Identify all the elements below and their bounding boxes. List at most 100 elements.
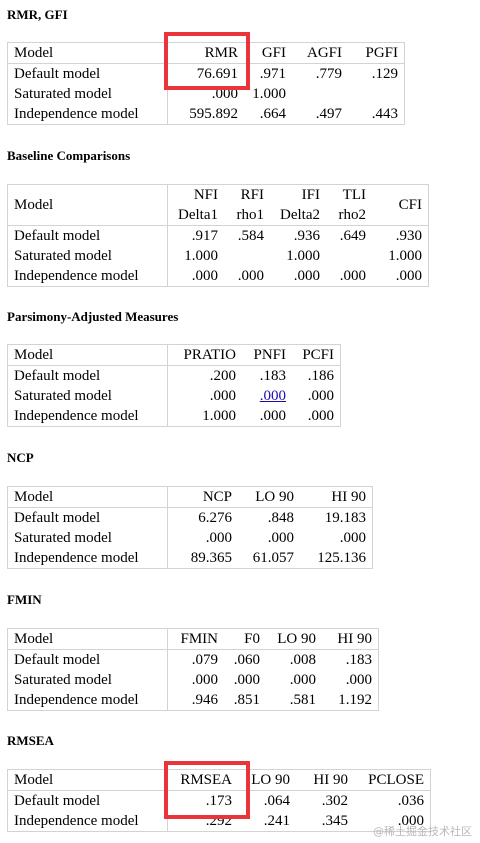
- cell: .584: [237, 228, 264, 244]
- cell: .649: [339, 228, 366, 244]
- col-header-hi90: HI 90: [300, 486, 373, 508]
- row-label: Default model: [7, 507, 168, 528]
- cell: .000: [191, 268, 218, 284]
- cell: [224, 246, 270, 266]
- cell: .000: [209, 388, 236, 404]
- row-label: Saturated model: [7, 246, 168, 266]
- cell: .000: [339, 268, 366, 284]
- table-row: Independence model 1.000 .000 .000: [7, 406, 341, 427]
- cell: .079: [191, 652, 218, 668]
- cell: .000: [289, 672, 316, 688]
- table-row: Independence model 595.892 .664 .497 .44…: [7, 104, 405, 125]
- row-label: Saturated model: [7, 528, 168, 548]
- cell: .186: [307, 368, 334, 384]
- table-header-row: Model NCP LO 90 HI 90: [7, 486, 373, 508]
- section-title-parsimony-adjusted-measures: Parsimony-Adjusted Measures: [7, 309, 179, 324]
- col-header-cfi: CFI: [372, 184, 429, 226]
- row-label: Default model: [7, 649, 168, 670]
- cell: 1.000: [184, 248, 218, 264]
- table-subheader-row: Delta1 rho1 Delta2 rho2: [8, 205, 429, 226]
- table-header-row: Model RMR GFI AGFI PGFI: [7, 42, 405, 64]
- section-title-rmsea: RMSEA: [7, 733, 54, 748]
- cell: .000: [339, 530, 366, 546]
- baseline-comparisons-table: Model NFI RFI IFI TLI CFI Delta1 rho1 De…: [7, 184, 429, 287]
- table-row: Default model 6.276 .848 19.183: [7, 507, 373, 528]
- cell: .064: [263, 793, 290, 809]
- section-title-fmin: FMIN: [7, 592, 42, 607]
- cell: 89.365: [190, 550, 232, 566]
- col-header-hi90: HI 90: [322, 628, 379, 650]
- col-header-ifi: IFI: [301, 187, 320, 203]
- col-header-model: Model: [7, 42, 168, 64]
- col-header-rfi: RFI: [240, 187, 264, 203]
- table-row: Independence model .292 .241 .345 .000: [7, 811, 431, 832]
- cell: .000: [345, 672, 372, 688]
- cell: .581: [289, 692, 316, 708]
- row-label: Default model: [7, 790, 168, 811]
- pnfi-link-text[interactable]: .000: [259, 388, 286, 404]
- row-label: Saturated model: [7, 670, 168, 690]
- cell: .183: [345, 652, 372, 668]
- cell: .129: [371, 66, 398, 82]
- col-header-lo90: LO 90: [238, 486, 300, 508]
- row-label: Independence model: [7, 690, 168, 711]
- col-header-agfi: AGFI: [292, 42, 348, 64]
- table-row: Default model .173 .064 .302 .036: [7, 790, 431, 811]
- table-row: Independence model .000 .000 .000 .000 .…: [7, 266, 429, 287]
- cell: 1.000: [286, 248, 320, 264]
- cell: .000: [191, 672, 218, 688]
- rmr-highlight-box: [164, 32, 250, 90]
- cell: .345: [321, 813, 348, 829]
- col-header-tli: TLI: [342, 187, 366, 203]
- cell: .971: [259, 66, 286, 82]
- col-header-model: Model: [7, 344, 168, 366]
- row-label: Saturated model: [7, 84, 168, 104]
- col-header-rmsea: RMSEA: [167, 769, 238, 791]
- table-row: Saturated model .000 1.000: [7, 84, 405, 104]
- table-header-row: Model PRATIO PNFI PCFI: [7, 344, 341, 366]
- parsimony-adjusted-table: Model PRATIO PNFI PCFI Default model .20…: [7, 344, 341, 427]
- rmsea-table: Model RMSEA LO 90 HI 90 PCLOSE Default m…: [7, 769, 431, 832]
- cell: 595.892: [189, 106, 238, 122]
- col-header-model: Model: [7, 769, 168, 791]
- col-subheader-rho2: rho2: [326, 205, 372, 226]
- col-header-lo90: LO 90: [238, 769, 296, 791]
- cell: .000: [233, 672, 260, 688]
- rmr-gfi-table: Model RMR GFI AGFI PGFI Default model 76…: [7, 42, 405, 125]
- col-header-pclose: PCLOSE: [354, 769, 431, 791]
- section-title-rmr-gfi: RMR, GFI: [7, 7, 68, 22]
- col-subheader-delta1: Delta1: [167, 205, 224, 226]
- cell: .443: [371, 106, 398, 122]
- row-label: Default model: [7, 63, 168, 84]
- table-row: Saturated model .000 .000 .000 .000: [7, 670, 379, 690]
- cell: .930: [395, 228, 422, 244]
- col-header-f0: F0: [224, 628, 266, 650]
- row-label: Saturated model: [7, 386, 168, 406]
- cell: 1.000: [202, 408, 236, 424]
- table-row: Default model .079 .060 .008 .183: [7, 649, 379, 670]
- row-label: Independence model: [7, 104, 168, 125]
- cell: .000: [395, 268, 422, 284]
- col-header-model: Model: [7, 486, 168, 508]
- cell: .848: [267, 510, 294, 526]
- cell: 61.057: [252, 550, 294, 566]
- col-header-pcfi: PCFI: [292, 344, 341, 366]
- col-header-pgfi: PGFI: [348, 42, 405, 64]
- cell: .036: [397, 793, 424, 809]
- watermark: @稀土掘金技术社区: [373, 825, 472, 838]
- col-header-gfi: GFI: [244, 42, 292, 64]
- cell: .000: [267, 530, 294, 546]
- cell: [348, 84, 405, 104]
- table-header-row: Model NFI RFI IFI TLI CFI: [7, 184, 429, 226]
- row-label: Independence model: [7, 548, 168, 569]
- cell: .008: [289, 652, 316, 668]
- cell: .000: [259, 408, 286, 424]
- col-header-fmin: FMIN: [167, 628, 224, 650]
- table-row: Independence model 89.365 61.057 125.136: [7, 548, 373, 569]
- pnfi-link[interactable]: .000: [242, 386, 292, 406]
- row-label: Independence model: [7, 266, 168, 287]
- fmin-table: Model FMIN F0 LO 90 HI 90 Default model …: [7, 628, 379, 711]
- col-header-rmr: RMR: [167, 42, 244, 64]
- col-header-lo90: LO 90: [266, 628, 322, 650]
- cell: .936: [293, 228, 320, 244]
